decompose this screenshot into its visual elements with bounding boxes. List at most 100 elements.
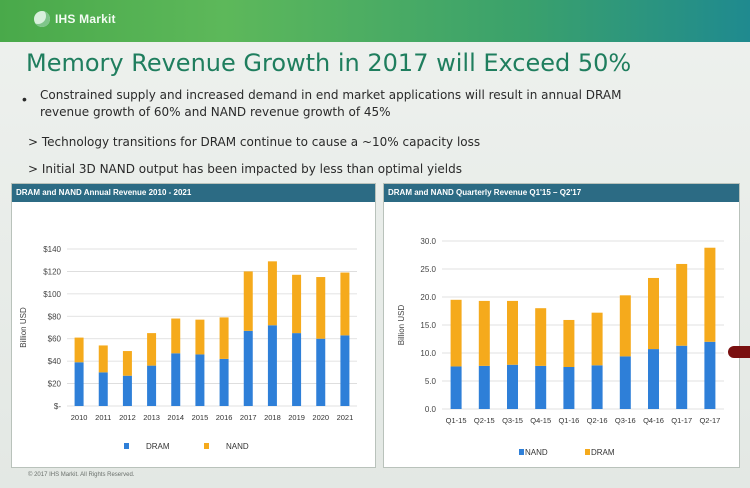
bar-nand [591,365,603,409]
bar-nand [535,365,547,409]
x-tick-label: 2020 [312,413,329,422]
legend-swatch-nand [204,443,209,449]
y-axis-label: Billion USD [397,305,406,346]
x-tick-label: 2021 [337,413,354,422]
x-tick-label: Q4-16 [643,416,664,425]
x-tick-label: Q1-15 [446,416,467,425]
legend-label: NAND [226,442,249,451]
annual-revenue-chart: $- $20 $40 $60 $80 $100 $120 $140 Billion USD 201… [19,245,357,451]
legend-swatch-dram [585,449,590,455]
bar-nand [450,366,462,409]
legend-label: DRAM [591,448,615,457]
annual-chart-title: DRAM and NAND Annual Revenue 2010 - 2021 [12,184,375,202]
bar-nand [316,277,326,339]
bar-nand [219,317,229,359]
bar-dram [243,330,253,406]
y-tick-label: 30.0 [420,237,436,246]
x-tick-label: Q2-17 [699,416,720,425]
bar-dram [619,295,631,357]
bar-dram [704,247,716,342]
bar-dram [591,312,603,366]
x-tick-label: Q1-17 [671,416,692,425]
x-tick-label: Q1-16 [558,416,579,425]
bar-nand [507,364,518,409]
quarterly-chart-title: DRAM and NAND Quarterly Revenue Q1'15 – … [384,184,739,202]
quarterly-chart-panel: DRAM and NAND Quarterly Revenue Q1'15 – … [383,183,740,468]
y-tick-label: $140 [43,245,61,254]
bar-dram [122,375,132,406]
legend-swatch-dram [124,443,129,449]
x-tick-label: 2019 [288,413,305,422]
bar-dram [147,365,157,406]
y-tick-label: 20.0 [420,293,436,302]
logo-mark-icon [34,11,50,27]
logo-text: IHS Markit [55,12,116,26]
bar-nand [292,274,302,334]
bar-dram [507,300,518,365]
y-axis-label: Billion USD [19,307,28,348]
bar-nand [171,318,181,354]
y-tick-label: $80 [48,312,62,321]
bullet-marker: • [22,91,27,107]
bar-dram [340,335,350,406]
bullet-sub-dram: > Technology transitions for DRAM contin… [28,135,481,149]
bar-nand [195,319,205,355]
legend-label: DRAM [146,442,170,451]
x-tick-label: 2018 [264,413,281,422]
logo: IHS Markit [34,11,116,27]
bar-dram [450,299,462,367]
y-tick-label: $60 [48,335,62,344]
bar-dram [563,319,575,367]
laser-pointer [728,346,750,358]
x-tick-label: 2010 [71,413,88,422]
bar-nand [340,272,350,336]
bar-dram [195,354,205,406]
bar-dram [267,325,277,406]
x-tick-label: Q3-16 [615,416,636,425]
y-tick-label: $20 [48,380,62,389]
y-tick-label: 15.0 [420,321,436,330]
bar-dram [535,308,547,366]
y-tick-label: 5.0 [425,377,437,386]
header-bar: IHS Markit [0,0,750,42]
quarterly-revenue-chart: 0.0 5.0 10.0 15.0 20.0 25.0 30.0 Billion USD Q1-… [397,237,724,457]
bullet-sub-nand: > Initial 3D NAND output has been impact… [28,162,462,176]
bar-nand [563,367,575,409]
x-tick-label: 2014 [167,413,184,422]
bar-nand [648,349,659,409]
bar-dram [98,372,108,406]
x-tick-label: 2011 [95,413,111,422]
y-tick-label: $- [54,402,61,411]
x-tick-label: Q3-15 [502,416,523,425]
x-tick-label: 2016 [216,413,233,422]
bar-nand [243,271,253,331]
y-tick-label: $40 [48,357,62,366]
bar-nand [676,345,688,409]
bar-dram [676,263,688,346]
bar-nand [122,351,132,376]
x-tick-label: 2017 [240,413,257,422]
bar-nand [98,345,108,373]
copyright-footer: © 2017 IHS Markit. All Rights Reserved. [28,472,135,478]
y-tick-label: 0.0 [425,405,437,414]
x-tick-label: Q2-15 [474,416,495,425]
annual-chart-panel: DRAM and NAND Annual Revenue 2010 - 2021… [11,183,376,468]
legend-swatch-nand [519,449,524,455]
slide-title: Memory Revenue Growth in 2017 will Excee… [26,49,632,77]
bar-nand [267,261,277,326]
bar-nand [478,365,490,409]
bullet-main: Constrained supply and increased demand … [40,88,622,119]
x-tick-label: 2013 [143,413,160,422]
bar-dram [292,333,302,406]
x-tick-label: 2015 [192,413,209,422]
x-tick-label: Q4-15 [530,416,551,425]
y-tick-label: $120 [43,267,61,276]
bar-nand [74,337,84,363]
bar-dram [219,358,229,406]
bar-dram [648,277,659,350]
bar-nand [619,356,631,409]
legend-label: NAND [525,448,548,457]
bar-dram [316,338,326,406]
x-tick-label: 2012 [119,413,136,422]
